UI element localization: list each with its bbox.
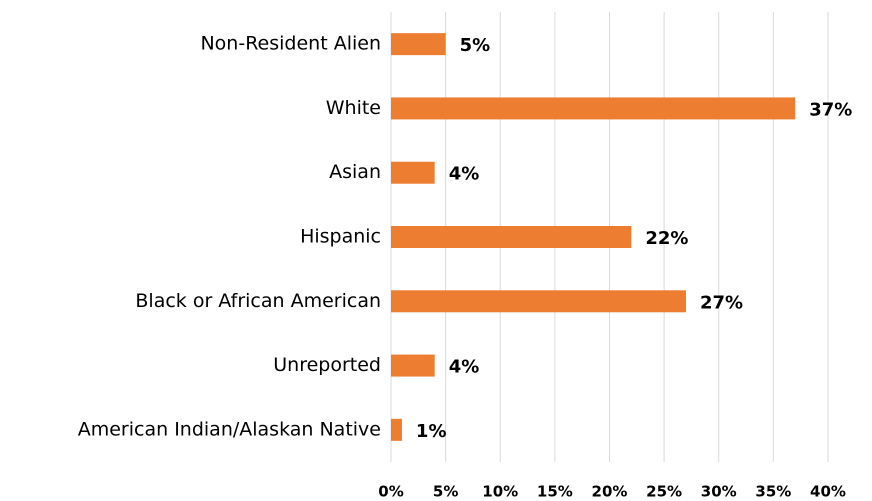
bar xyxy=(391,418,402,441)
value-label: 4% xyxy=(449,357,480,378)
x-tick-label: 40% xyxy=(810,483,846,501)
x-tick-label: 10% xyxy=(482,483,518,501)
x-tick-label: 0% xyxy=(378,483,403,501)
category-label: Unreported xyxy=(273,354,381,376)
x-tick-label: 30% xyxy=(701,483,737,501)
value-label: 1% xyxy=(416,421,447,442)
x-tick-label: 25% xyxy=(646,483,682,501)
category-label: Non-Resident Alien xyxy=(200,33,381,55)
value-label: 4% xyxy=(449,164,480,185)
value-label: 37% xyxy=(809,99,852,120)
bar xyxy=(391,354,435,377)
bar xyxy=(391,226,632,248)
x-tick-label: 15% xyxy=(537,483,573,501)
bar xyxy=(391,97,796,120)
value-label: 27% xyxy=(700,292,743,313)
x-tick-label: 20% xyxy=(592,483,628,501)
bar xyxy=(391,290,686,313)
bar xyxy=(391,33,446,56)
value-label: 5% xyxy=(460,35,491,56)
x-tick-label: 35% xyxy=(755,483,791,501)
category-label: Hispanic xyxy=(300,226,381,248)
bar xyxy=(391,161,435,184)
category-label: White xyxy=(326,97,381,119)
x-tick-label: 5% xyxy=(433,483,458,501)
category-label: Black or African American xyxy=(135,290,381,312)
value-label: 22% xyxy=(645,228,688,249)
category-label: Asian xyxy=(329,161,381,183)
category-label: American Indian/Alaskan Native xyxy=(78,418,381,440)
